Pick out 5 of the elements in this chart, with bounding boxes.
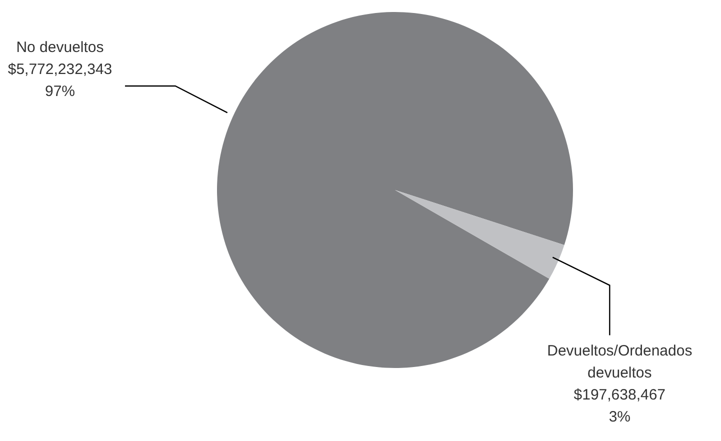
slice-label: Devueltos/Ordenados devueltos: [547, 342, 692, 382]
slice-label: No devueltos: [16, 39, 104, 56]
pie-slice: [395, 190, 564, 279]
data-label: $5,772,232,343 97%: [8, 61, 112, 100]
data-label: $197,638,467 3%: [574, 386, 666, 426]
